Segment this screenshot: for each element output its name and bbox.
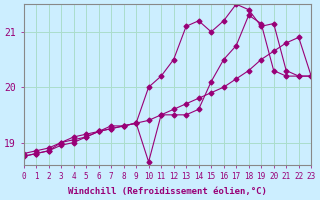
X-axis label: Windchill (Refroidissement éolien,°C): Windchill (Refroidissement éolien,°C)	[68, 187, 267, 196]
